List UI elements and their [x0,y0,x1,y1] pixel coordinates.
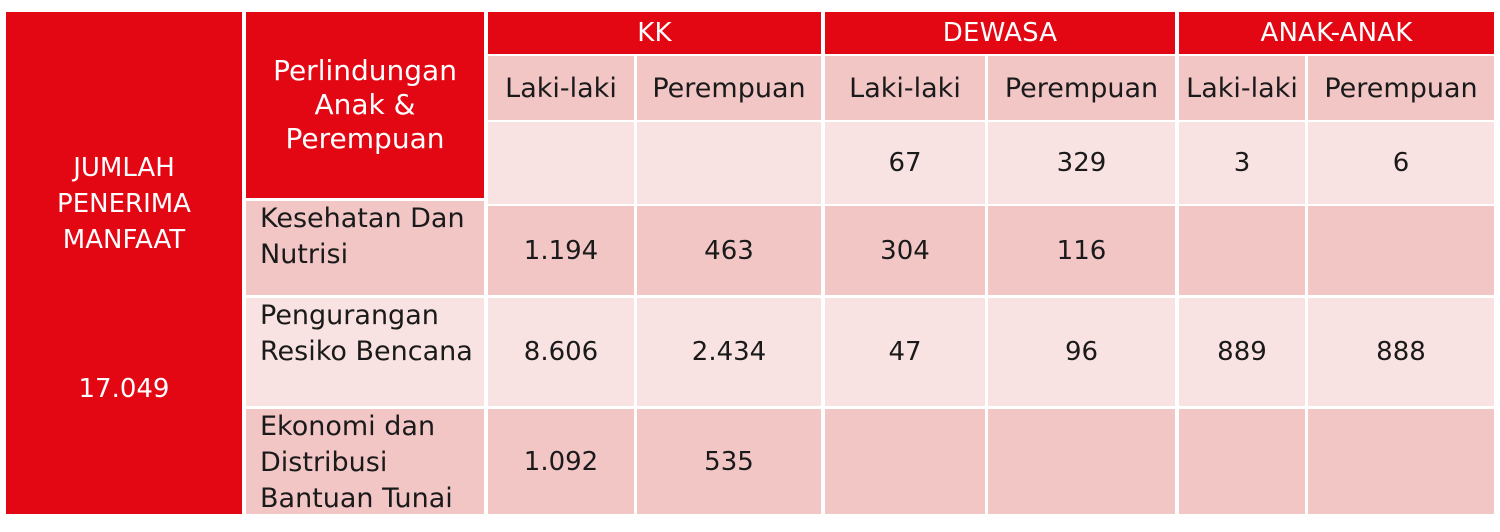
beneficiaries-total: 17.049 [78,374,170,404]
cell-r3-c0: 1.092 [488,409,634,514]
subheader-kk-male: Laki-laki [488,56,634,120]
beneficiaries-panel: JUMLAH PENERIMA MANFAAT 17.049 [6,12,242,514]
cell-r0-c4: 3 [1179,122,1305,204]
cell-r1-c5 [1308,206,1494,295]
category-header-line-3: Perempuan [285,122,445,155]
cell-r3-c5 [1308,409,1494,514]
cell-r2-c5: 888 [1308,298,1494,406]
cell-r0-c0 [488,122,634,204]
cell-r3-c3 [988,409,1175,514]
cell-r0-c5: 6 [1308,122,1494,204]
row-label-pengurangan-line-2: Resiko Bencana [260,336,473,367]
group-header-kk: KK [488,12,821,54]
category-header-line-2: Anak & [314,88,416,121]
row-label-ekonomi-line-2: Distribusi [260,447,388,478]
category-header-line-1: Perlindungan [273,54,457,87]
subheader-anak-male: Laki-laki [1179,56,1305,120]
category-header: Perlindungan Anak & Perempuan [246,12,484,198]
cell-r2-c1: 2.434 [637,298,821,406]
beneficiaries-title-line-2: PENERIMA [57,189,191,219]
row-label-kesehatan-line-2: Nutrisi [260,239,349,270]
row-label-ekonomi-line-3: Bantuan Tunai [260,483,453,514]
beneficiaries-title-line-1: JUMLAH [73,153,175,183]
subheader-kk-female: Perempuan [637,56,821,120]
row-label-pengurangan-line-1: Pengurangan [260,300,439,331]
group-header-dewasa: DEWASA [825,12,1175,54]
cell-r2-c3: 96 [988,298,1175,406]
cell-r1-c2: 304 [825,206,985,295]
cell-r1-c0: 1.194 [488,206,634,295]
subheader-dewasa-female: Perempuan [988,56,1175,120]
cell-r1-c4 [1179,206,1305,295]
cell-r0-c2: 67 [825,122,985,204]
cell-r3-c4 [1179,409,1305,514]
row-label-pengurangan: Pengurangan Resiko Bencana [246,298,484,406]
cell-r3-c2 [825,409,985,514]
subheader-dewasa-male: Laki-laki [825,56,985,120]
cell-r0-c3: 329 [988,122,1175,204]
cell-r2-c0: 8.606 [488,298,634,406]
cell-r0-c1 [637,122,821,204]
row-label-ekonomi-line-1: Ekonomi dan [260,411,436,442]
cell-r3-c1: 535 [637,409,821,514]
beneficiaries-title-line-3: MANFAAT [62,225,186,255]
row-label-ekonomi: Ekonomi dan Distribusi Bantuan Tunai [246,409,484,514]
cell-r2-c2: 47 [825,298,985,406]
subheader-anak-female: Perempuan [1308,56,1494,120]
cell-r1-c1: 463 [637,206,821,295]
group-header-anak: ANAK-ANAK [1179,12,1494,54]
row-label-kesehatan: Kesehatan Dan Nutrisi [246,201,484,295]
beneficiaries-title: JUMLAH PENERIMA MANFAAT [6,150,242,258]
cell-r2-c4: 889 [1179,298,1305,406]
row-label-kesehatan-line-1: Kesehatan Dan [260,203,465,234]
cell-r1-c3: 116 [988,206,1175,295]
